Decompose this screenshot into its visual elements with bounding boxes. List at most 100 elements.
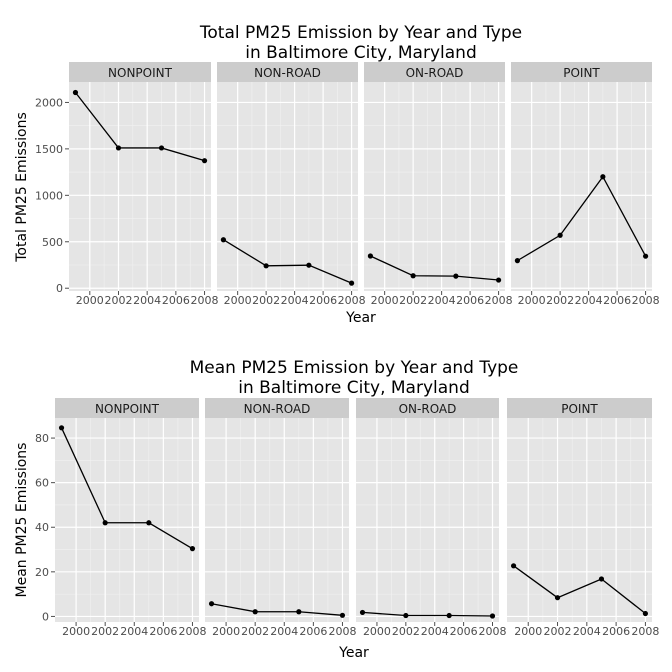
facet-strip (364, 62, 505, 82)
y-axis-title: Mean PM25 Emissions (14, 443, 30, 598)
data-point (158, 145, 165, 151)
y-tick-label: 40 (35, 521, 49, 534)
facet-strip-label: ON-ROAD (406, 66, 464, 80)
x-axis-title: Year (345, 310, 376, 326)
x-tick-label: 2004 (133, 294, 161, 307)
x-tick-label: 2006 (149, 625, 177, 638)
data-point (72, 89, 79, 96)
x-tick-label: 2000 (212, 625, 240, 638)
series-line (74, 92, 205, 162)
data-point (146, 520, 152, 526)
x-tick-label: 2004 (575, 294, 603, 307)
x-tick-label: 2004 (270, 625, 298, 638)
x-tick-label: 2004 (428, 294, 456, 307)
y-tick-label: 2000 (35, 96, 63, 109)
series-line (517, 175, 647, 262)
data-point (296, 609, 302, 615)
x-tick-label: 2006 (603, 294, 631, 307)
series-line (362, 611, 493, 617)
x-tick-label: 2004 (120, 625, 148, 638)
x-tick-label: 2008 (632, 294, 660, 307)
chart-title-line-1: Mean PM25 Emission by Year and Type (190, 358, 519, 378)
x-tick-label: 2008 (485, 294, 513, 307)
x-tick-label: 2002 (241, 625, 269, 638)
data-point (403, 612, 409, 619)
data-point (495, 277, 502, 283)
chart-title-line-2: in Baltimore City, Maryland (245, 43, 477, 63)
facet-strip (511, 62, 652, 82)
x-tick-label: 2006 (456, 294, 484, 307)
y-tick-label: 1000 (35, 189, 63, 202)
x-tick-label: 2004 (281, 294, 309, 307)
data-point (514, 258, 521, 264)
panel-background (69, 82, 211, 291)
chart-title-line-2: in Baltimore City, Maryland (238, 378, 470, 398)
y-tick-label: 1500 (35, 143, 63, 156)
data-point (489, 613, 496, 619)
facet-strip-label: NON-ROAD (254, 66, 321, 80)
data-point (252, 609, 258, 615)
facet-on-road: ON-ROAD 2000 2002 2004 2006 2008 (364, 62, 513, 307)
facet-nonpoint: NONPOINT 2000 2002 2004 2006 2008 (69, 62, 219, 307)
facet-strip-label: NON-ROAD (244, 402, 311, 416)
x-tick-label: 2008 (338, 294, 366, 307)
panel-background (356, 418, 499, 622)
facet-point: POINT 2000 2002 2004 2006 2008 (511, 62, 660, 307)
facet-on-road: ON-ROAD 2000 2002 2004 2006 2008 (356, 398, 507, 638)
facet-strip-label: POINT (561, 402, 598, 416)
data-point (339, 612, 346, 618)
x-tick-label: 2004 (421, 625, 449, 638)
x-tick-label: 2008 (631, 625, 659, 638)
panel-background (364, 82, 505, 291)
x-tick-label: 2000 (62, 625, 90, 638)
data-point (367, 253, 374, 259)
x-tick-label: 2000 (76, 294, 104, 307)
x-tick-label: 2002 (544, 625, 572, 638)
x-tick-label: 2002 (392, 625, 420, 638)
x-tick-label: 2002 (104, 294, 132, 307)
data-point (453, 273, 459, 279)
x-tick-label: 2000 (224, 294, 252, 307)
data-point (208, 601, 215, 607)
data-point (263, 263, 269, 269)
y-tick-label: 0 (42, 610, 49, 623)
panel-background (55, 418, 199, 622)
data-point (115, 145, 122, 151)
x-tick-label: 2006 (162, 294, 190, 307)
facet-strip (55, 398, 199, 418)
x-tick-label: 2004 (573, 625, 601, 638)
data-point (600, 174, 606, 180)
x-tick-label: 2008 (191, 294, 219, 307)
chart-title-line-1: Total PM25 Emission by Year and Type (199, 23, 522, 43)
x-tick-label: 2000 (518, 294, 546, 307)
x-tick-label: 2006 (450, 625, 478, 638)
y-tick-label: 80 (35, 432, 49, 445)
facet-non-road: NON-ROAD 2000 2002 2004 2006 2008 (205, 398, 356, 638)
x-tick-label: 2006 (602, 625, 630, 638)
y-tick-label: 20 (35, 566, 49, 579)
facet-non-road: NON-ROAD 2000 2002 2004 2006 2008 (217, 62, 366, 307)
x-tick-label: 2000 (371, 294, 399, 307)
data-point (220, 237, 227, 243)
data-point (58, 425, 65, 431)
data-point (102, 520, 108, 526)
x-tick-label: 2000 (363, 625, 391, 638)
data-point (306, 262, 312, 268)
facet-strip (217, 62, 358, 82)
facet-strip-label: NONPOINT (95, 402, 160, 416)
y-tick-label: 500 (42, 236, 63, 249)
facet-strip (205, 398, 349, 418)
data-point (598, 576, 605, 582)
x-tick-label: 2002 (91, 625, 119, 638)
x-tick-label: 2002 (546, 294, 574, 307)
data-point (348, 280, 355, 286)
data-point (446, 612, 452, 619)
series-line (513, 565, 646, 615)
y-tick-label: 60 (35, 477, 49, 490)
x-tick-label: 2008 (479, 625, 507, 638)
series-line (223, 239, 352, 284)
series-line (370, 255, 499, 281)
